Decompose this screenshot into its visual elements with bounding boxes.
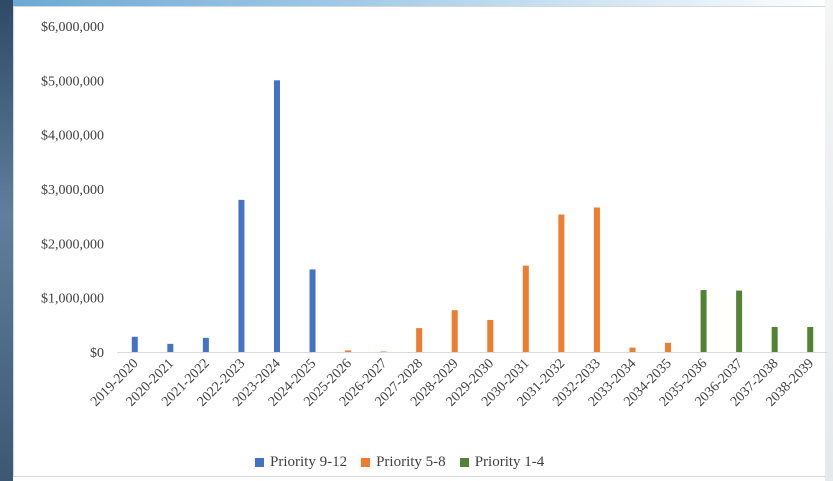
bar-priority-1-4-2038-2039 [807, 327, 814, 352]
y-tick-label: $2,000,000 [41, 237, 104, 252]
bar-priority-9-12-2023-2024 [273, 80, 280, 352]
bar-priority-1-4-2035-2036 [700, 290, 707, 352]
y-tick-label: $4,000,000 [41, 129, 104, 144]
bar-priority-9-12-2024-2025 [309, 269, 316, 352]
bar-priority-5-8-2034-2035 [665, 342, 672, 352]
legend-label-2: Priority 1-4 [474, 453, 545, 470]
bar-priority-1-4-2036-2037 [736, 290, 743, 352]
bar-priority-9-12-2021-2022 [202, 337, 209, 352]
bar-priority-5-8-2028-2029 [451, 310, 458, 352]
bar-priority-5-8-2032-2033 [593, 207, 600, 352]
legend-swatch-0 [255, 457, 264, 467]
legend-swatch-1 [361, 457, 371, 467]
legend-label-0: Priority 9-12 [270, 453, 348, 470]
slide-right-edge [825, 0, 833, 481]
bar-priority-5-8-2027-2028 [416, 328, 423, 352]
bar-priority-5-8-2033-2034 [629, 347, 636, 352]
y-tick-label: $6,000,000 [41, 20, 104, 35]
bar-priority-5-8-2031-2032 [558, 214, 565, 352]
y-tick-label: $3,000,000 [41, 183, 104, 198]
bar-priority-5-8-2029-2030 [487, 319, 494, 352]
bar-priority-9-12-2022-2023 [238, 199, 245, 352]
legend-item-1: Priority 5-8 [361, 454, 446, 471]
bar-priority-5-8-2025-2026 [345, 350, 352, 352]
bar-priority-9-12-2019-2020 [131, 336, 138, 352]
legend-label-1: Priority 5-8 [376, 453, 446, 470]
legend-item-2: Priority 1-4 [459, 453, 545, 471]
chart-panel [13, 6, 827, 477]
bar-priority-1-4-2037-2038 [771, 327, 778, 352]
y-tick-label: $1,000,000 [41, 292, 104, 307]
slide-left-strip [0, 0, 13, 481]
slide-top-strip [0, 0, 833, 6]
y-tick-label: $5,000,000 [41, 74, 104, 89]
legend-item-0: Priority 9-12 [255, 454, 347, 471]
chart-legend: Priority 9-12 Priority 5-8 Priority 1-4 [255, 452, 544, 472]
bar-priority-5-8-2026-2027 [380, 351, 387, 352]
bar-priority-5-8-2030-2031 [522, 265, 529, 352]
y-tick-label: $0 [90, 346, 104, 361]
bar-priority-9-12-2020-2021 [167, 343, 174, 352]
legend-swatch-2 [459, 457, 469, 467]
